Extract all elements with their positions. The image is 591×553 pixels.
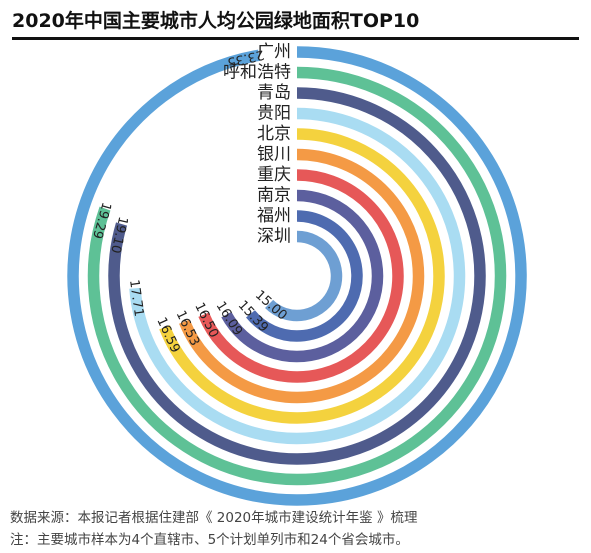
category-label-青岛: 青岛 <box>257 83 291 103</box>
bar-深圳 <box>265 230 343 322</box>
bar-广州 <box>67 46 527 506</box>
category-label-南京: 南京 <box>257 186 291 206</box>
bar-重庆 <box>198 169 404 383</box>
bar-银川 <box>179 148 425 404</box>
bar-贵阳 <box>129 107 466 445</box>
category-label-深圳: 深圳 <box>257 227 291 247</box>
value-label-呼和浩特: 19.29 <box>89 200 114 240</box>
category-label-北京: 北京 <box>257 124 291 144</box>
title-underline <box>12 37 579 40</box>
bar-福州 <box>246 210 363 342</box>
category-label-贵阳: 贵阳 <box>257 104 291 124</box>
chart-title: 2020年中国主要城市人均公园绿地面积TOP10 <box>12 10 420 32</box>
bar-北京 <box>159 128 445 424</box>
category-label-广州: 广州 <box>257 42 291 62</box>
category-label-呼和浩特: 呼和浩特 <box>223 63 291 83</box>
sample-note: 注：主要城市样本为4个直辖市、5个计划单列市和24个省会城市。 <box>10 532 409 548</box>
category-label-重庆: 重庆 <box>257 165 291 185</box>
source-note: 数据来源：本报记者根据住建部《 2020年城市建设统计年鉴 》梳理 <box>10 510 418 526</box>
category-label-福州: 福州 <box>257 206 291 226</box>
value-label-青岛: 19.10 <box>107 215 130 255</box>
bar-呼和浩特 <box>87 66 507 486</box>
bar-南京 <box>221 189 384 363</box>
value-label-贵阳: 17.71 <box>126 279 146 318</box>
bar-青岛 <box>108 87 486 465</box>
category-label-银川: 银川 <box>257 145 291 165</box>
